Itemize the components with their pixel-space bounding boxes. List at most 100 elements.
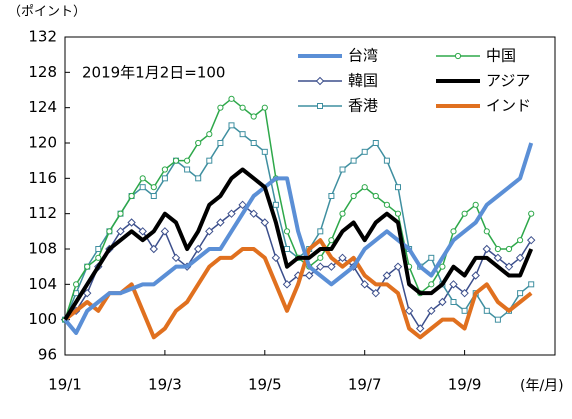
marker	[282, 280, 292, 289]
marker	[350, 192, 357, 200]
y-tick-label: 104	[28, 275, 57, 293]
marker	[428, 254, 435, 261]
x-tick-label: 19/5	[248, 376, 282, 394]
marker	[228, 122, 235, 129]
marker	[526, 235, 536, 245]
marker	[383, 157, 390, 164]
y-tick-label: 120	[28, 134, 57, 152]
marker	[454, 52, 462, 60]
marker	[205, 227, 214, 236]
marker	[82, 288, 92, 298]
marker	[404, 306, 414, 316]
y-tick-label: 100	[28, 310, 57, 328]
marker	[317, 103, 323, 109]
marker	[372, 192, 379, 200]
marker	[184, 157, 191, 164]
marker	[483, 228, 490, 235]
marker	[395, 184, 401, 191]
marker	[450, 228, 457, 235]
marker	[216, 218, 225, 227]
marker	[271, 253, 281, 263]
marker	[95, 254, 102, 261]
marker	[394, 210, 402, 217]
marker	[372, 140, 379, 146]
marker	[461, 210, 468, 217]
marker	[338, 253, 347, 263]
marker	[494, 316, 501, 323]
y-tick-label: 112	[28, 204, 57, 222]
marker	[239, 131, 246, 138]
marker	[250, 113, 257, 120]
marker	[304, 271, 314, 280]
marker	[117, 210, 124, 217]
marker	[195, 175, 202, 182]
marker	[260, 218, 270, 227]
marker	[316, 262, 325, 271]
marker	[328, 193, 335, 199]
line-series	[63, 167, 534, 321]
y-tick-label: 132	[28, 28, 57, 46]
marker	[150, 193, 157, 199]
marker	[428, 281, 435, 288]
marker	[528, 281, 535, 288]
legend-label: 台湾	[348, 47, 378, 65]
marker	[84, 263, 91, 270]
marker	[472, 201, 479, 208]
annotation: 2019年1月2日=100	[82, 64, 225, 82]
x-tick-label: 19/3	[148, 376, 182, 394]
marker	[360, 280, 369, 289]
x-tick-label: 19/7	[348, 376, 382, 394]
marker	[160, 227, 170, 236]
line-series	[63, 238, 533, 340]
marker	[361, 184, 368, 191]
marker	[382, 271, 392, 280]
marker	[171, 253, 181, 263]
marker	[317, 254, 324, 261]
marker	[161, 166, 168, 173]
marker	[517, 237, 524, 244]
marker	[261, 148, 268, 155]
marker	[393, 262, 403, 271]
y-tick-label: 96	[38, 346, 57, 364]
x-axis-label: (年/月)	[520, 378, 564, 394]
legend-label: インド	[486, 97, 531, 115]
marker	[239, 104, 246, 111]
marker	[505, 245, 513, 253]
marker	[449, 280, 458, 289]
marker	[361, 148, 368, 155]
marker	[272, 201, 279, 208]
marker	[471, 271, 480, 280]
marker	[106, 228, 113, 235]
marker	[327, 262, 336, 271]
marker	[339, 210, 346, 217]
marker	[261, 104, 268, 111]
marker	[184, 166, 191, 173]
plot-frame	[64, 36, 556, 356]
marker	[172, 157, 180, 164]
y-tick-label: 116	[28, 169, 57, 187]
legend-label: 香港	[348, 97, 378, 115]
marker	[217, 140, 224, 146]
marker	[483, 307, 490, 314]
marker	[139, 184, 146, 191]
marker	[217, 104, 224, 111]
marker	[494, 245, 501, 253]
marker	[127, 218, 136, 227]
marker	[350, 157, 357, 164]
marker	[339, 166, 346, 173]
marker	[317, 228, 324, 235]
marker	[116, 227, 125, 236]
marker	[149, 244, 159, 254]
marker	[228, 95, 235, 102]
marker	[138, 227, 147, 236]
x-tick-label: 19/9	[448, 376, 482, 394]
marker	[195, 139, 202, 147]
marker	[517, 290, 524, 297]
line-series	[63, 142, 534, 335]
marker	[315, 76, 325, 86]
legend-label: 韓国	[348, 72, 378, 90]
marker	[150, 184, 157, 191]
marker	[206, 157, 213, 164]
marker	[73, 281, 80, 288]
